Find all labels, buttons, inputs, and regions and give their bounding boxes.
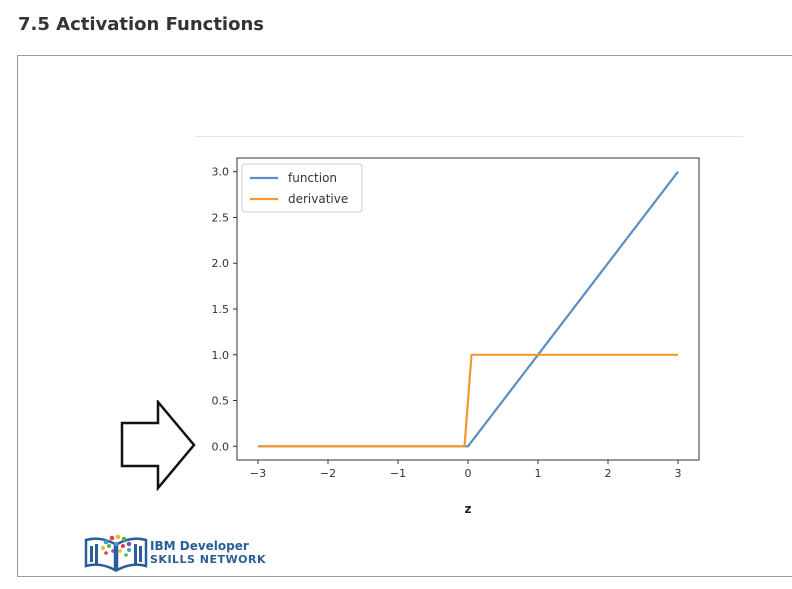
x-tick-label: −2 (320, 467, 336, 480)
x-tick-label: 0 (465, 467, 472, 480)
series-line-derivative (258, 353, 678, 448)
ibm-skills-network-logo-icon (84, 534, 148, 572)
y-tick-label: 1.5 (212, 303, 230, 316)
logo-text: IBM Developer SKILLS NETWORK (150, 539, 266, 567)
section-heading: 7.5 Activation Functions (18, 14, 264, 35)
y-tick-label: 0.0 (212, 440, 230, 453)
right-arrow-outline-icon (120, 400, 196, 492)
x-tick-label: −3 (250, 467, 266, 480)
x-tick-label: 2 (605, 467, 612, 480)
legend-label-function: function (288, 171, 337, 185)
x-tick-label: 1 (535, 467, 542, 480)
y-tick-label: 3.0 (212, 166, 230, 179)
legend-label-derivative: derivative (288, 192, 348, 206)
logo-line-1: IBM Developer (150, 539, 249, 553)
y-tick-label: 1.0 (212, 349, 230, 362)
y-tick-label: 2.5 (212, 211, 230, 224)
output-frame (17, 55, 792, 577)
y-tick-label: 2.0 (212, 257, 230, 270)
x-tick-label: 3 (675, 467, 682, 480)
x-axis-label: z (465, 502, 472, 516)
separator-line (195, 136, 743, 137)
x-tick-label: −1 (390, 467, 406, 480)
y-tick-label: 0.5 (212, 395, 230, 408)
logo-line-2: SKILLS NETWORK (150, 553, 267, 566)
